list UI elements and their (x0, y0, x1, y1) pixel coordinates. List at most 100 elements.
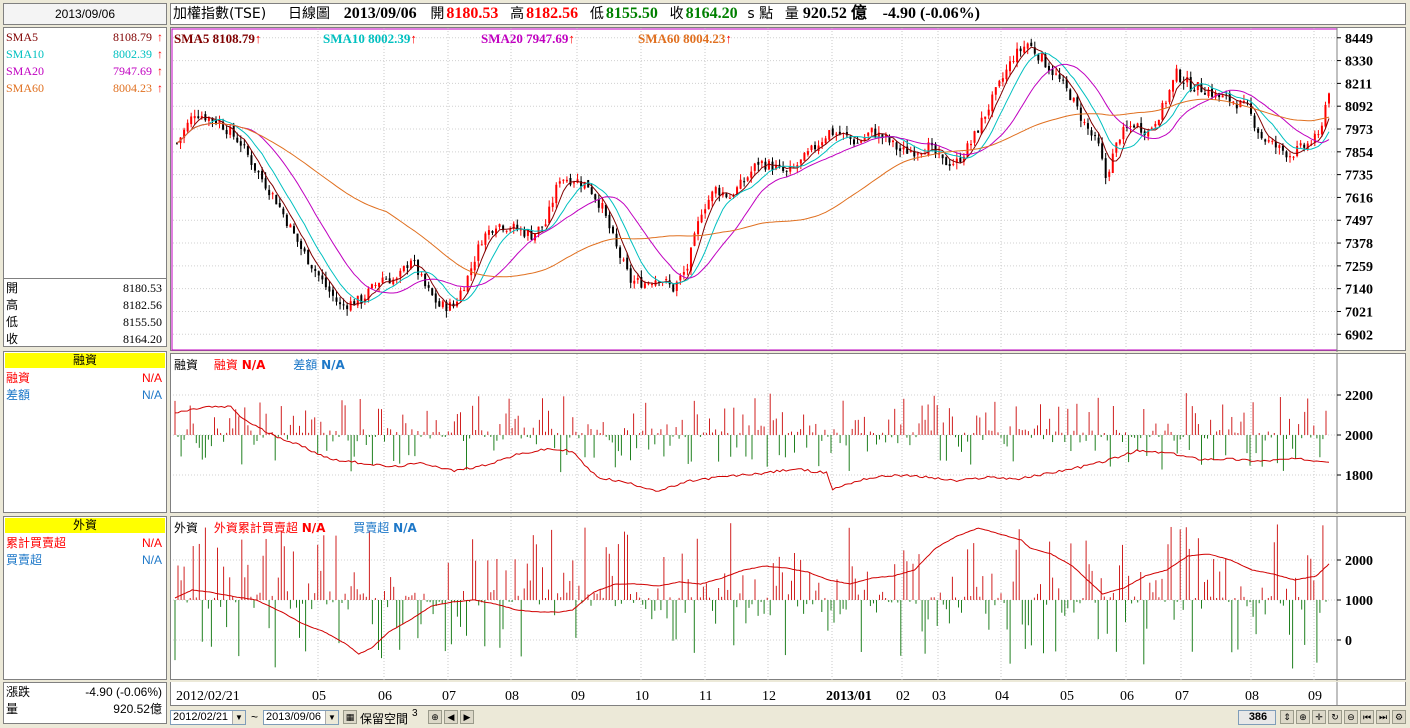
candle-body (558, 181, 561, 184)
ohlc-value: 8182.56 (123, 298, 162, 312)
candle-body (541, 226, 544, 228)
y-tick-label: 7616 (1345, 191, 1373, 206)
candle-body (388, 278, 391, 284)
scroll-left-icon[interactable]: ◀ (444, 710, 458, 724)
candle-body (317, 271, 320, 276)
candle-body (994, 87, 997, 95)
foreign-chart-panel[interactable]: 2000 1000 0 外資 外資累計買賣超 N/A 買賣超 N/A (170, 516, 1407, 681)
margin-chart-panel[interactable]: 2200 2000 1800 融資 融資 N/A 差額 N/A (170, 353, 1407, 514)
chevron-down-icon[interactable]: ▼ (232, 711, 245, 724)
candle-body (1200, 83, 1203, 93)
candle-body (1214, 92, 1217, 98)
candle-body (321, 275, 324, 280)
volume-value: 920.52億 (113, 702, 162, 716)
candle-body (264, 178, 267, 189)
candle-body (725, 193, 728, 198)
candle-body (363, 298, 366, 303)
foreign-chart[interactable]: 2000 1000 0 (171, 517, 1407, 681)
y-tick-label: 7378 (1345, 237, 1373, 252)
candle-body (1313, 133, 1316, 143)
candle-body (459, 290, 462, 302)
spin-icon[interactable]: ⇕ (1280, 710, 1294, 724)
foreign-panel-title: 外資 (5, 518, 165, 533)
panel-info-row: 買賣超 N/A (6, 552, 162, 569)
panel-info-row: 差額 N/A (6, 387, 162, 404)
candle-body (654, 280, 657, 286)
chevron-down-icon[interactable]: ▼ (325, 711, 338, 724)
refresh-icon[interactable]: ↻ (1328, 710, 1342, 724)
y-tick-label: 8330 (1345, 55, 1373, 70)
candle-body (526, 230, 529, 236)
candle-body (580, 181, 583, 187)
candle-body (1083, 121, 1086, 123)
date-range-tilde: ~ (251, 710, 259, 724)
panel-info-label: 融資 (6, 371, 31, 385)
margin-chart-title: 融資 (174, 358, 199, 372)
candle-body (392, 279, 395, 285)
x-tick-label: 12 (762, 689, 776, 704)
candle-body (1019, 48, 1022, 52)
settings-icon[interactable]: ⚙ (1392, 710, 1406, 724)
candle-body (275, 194, 278, 205)
candle-body (438, 301, 441, 307)
candle-body (193, 116, 196, 119)
candle-body (643, 283, 646, 288)
candle-body (1016, 48, 1019, 63)
candle-body (835, 133, 838, 135)
candle-body (551, 202, 554, 208)
candle-body (962, 156, 965, 162)
change-row: 漲跌 -4.90 (-0.06%) (6, 684, 162, 701)
candle-body (530, 230, 533, 240)
crosshair-icon[interactable]: ✛ (1312, 710, 1326, 724)
candle-body (456, 301, 459, 307)
y-tick-label: 8449 (1345, 32, 1373, 47)
margin-chart[interactable]: 2200 2000 1800 (171, 354, 1407, 514)
candle-body (1069, 89, 1072, 100)
x-tick-label: 08 (1245, 689, 1259, 704)
zoom-out-icon[interactable]: ⊖ (1344, 710, 1358, 724)
candle-body (519, 229, 522, 231)
start-date-select[interactable]: 2012/02/21 ▼ (170, 710, 246, 725)
last-icon[interactable]: ⏭ (1376, 710, 1390, 724)
candle-body (1285, 151, 1288, 158)
candle-body (257, 170, 260, 173)
sma20-line (176, 63, 1330, 294)
candle-body (1062, 79, 1065, 81)
first-icon[interactable]: ⏮ (1360, 710, 1374, 724)
candle-body (952, 163, 955, 165)
candle-body (704, 209, 707, 214)
candle-body (775, 164, 778, 170)
calendar-icon[interactable]: ▦ (343, 710, 357, 724)
up-arrow-icon: ↑ (254, 31, 262, 46)
candle-body (356, 295, 359, 306)
candle-body (183, 129, 186, 138)
sma-top-label: SMA20 7947.69↑ (481, 31, 575, 47)
price-chart-panel[interactable]: 8449 8330 8211 8092 7973 7854 7735 7616 7497 7378… (170, 27, 1407, 352)
panel-info-label: 差額 (6, 388, 31, 402)
candle-body (860, 141, 863, 143)
sma-legend-row-sma20: SMA20 7947.69 ↑ (6, 63, 164, 80)
candle-body (1317, 134, 1320, 136)
candle-body (360, 295, 363, 304)
end-date-select[interactable]: 2013/09/06 ▼ (263, 710, 339, 725)
price-chart[interactable]: 8449 8330 8211 8092 7973 7854 7735 7616 7497 7378… (171, 28, 1407, 352)
sma-legend-row-sma5: SMA5 8108.79 ↑ (6, 29, 164, 46)
candle-body (714, 187, 717, 194)
candle-body (1196, 82, 1199, 90)
price-plot-frame (171, 28, 1338, 351)
candle-body (845, 132, 848, 136)
scroll-right-icon[interactable]: ▶ (460, 710, 474, 724)
candle-body (434, 293, 437, 303)
up-arrow-icon: ↑ (157, 30, 163, 44)
candle-body (697, 221, 700, 235)
candle-body (399, 270, 402, 277)
bar-count-field[interactable]: 386 (1238, 710, 1276, 725)
zoom-in-icon[interactable]: ⊕ (428, 710, 442, 724)
candle-body (565, 179, 568, 182)
zoom-icon[interactable]: ⊕ (1296, 710, 1310, 724)
candle-body (615, 233, 618, 247)
y-tick-label: 0 (1345, 634, 1352, 649)
volume-row: 量 920.52億 (6, 701, 162, 718)
candle-body (278, 203, 281, 207)
candle-body (374, 285, 377, 287)
